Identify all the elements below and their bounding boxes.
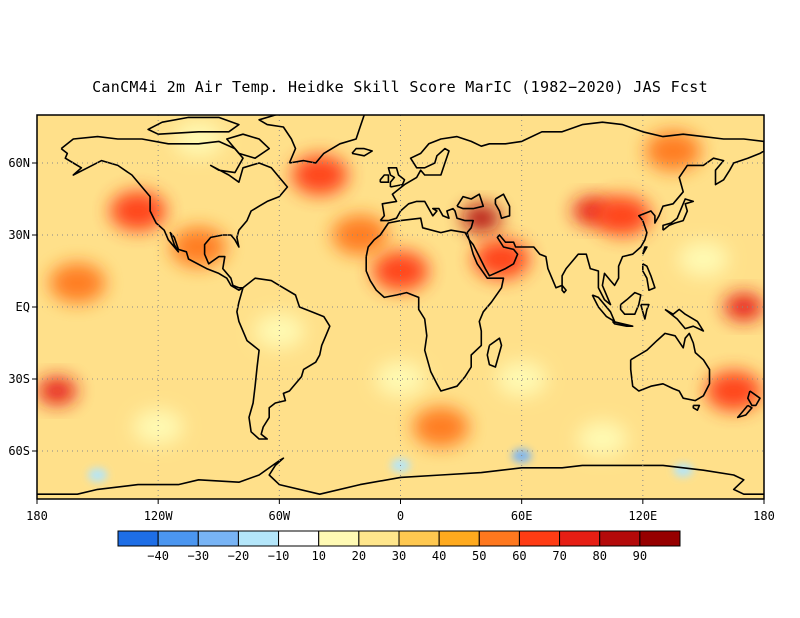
colorbar-swatch [559, 530, 601, 547]
x-tick-label: 120E [628, 509, 657, 523]
colorbar-swatch [438, 530, 480, 547]
coastline-segment [692, 404, 701, 411]
high-skill-region [37, 377, 77, 405]
coastline-segment [736, 404, 753, 419]
coastline-segment [662, 198, 695, 231]
graticule [37, 115, 764, 499]
colorbar-swatch [197, 530, 239, 547]
colorbar-swatch [358, 530, 400, 547]
low-skill-region [678, 241, 729, 277]
colorbar-label: 70 [552, 549, 566, 563]
coastline-segment [747, 390, 761, 407]
colorbar-swatch [599, 530, 641, 547]
colorbar-swatch [157, 530, 199, 547]
axis-ticks: 180 120W 60W 0 60E 120E 180 60N 30N EQ 30S 60S [8, 156, 775, 523]
x-tick-label: 120W [144, 509, 174, 523]
coastline-segment [642, 246, 648, 255]
colorbar-label: 50 [472, 549, 486, 563]
coastline-segment [258, 115, 365, 164]
colorbar-label: −10 [268, 549, 290, 563]
x-tick-label: 60E [511, 509, 533, 523]
coastline-segment [236, 277, 331, 440]
x-tick-label: 0 [397, 509, 404, 523]
high-skill-region [705, 371, 762, 411]
high-skill-region [473, 239, 530, 279]
colorbar-label: −30 [187, 549, 209, 563]
y-tick-label: 60N [8, 156, 30, 170]
colorbar-swatch [237, 530, 280, 547]
colorbar-swatch [639, 530, 681, 547]
high-skill-region [724, 293, 764, 321]
high-skill-region [291, 155, 348, 195]
high-skill-region [412, 407, 469, 447]
colorbar-swatch [278, 530, 320, 547]
y-tick-label: EQ [16, 300, 30, 314]
high-skill-region [109, 191, 166, 231]
coastline-segment [379, 174, 390, 183]
coastline-segment [619, 291, 642, 315]
x-tick-label: 180 [26, 509, 48, 523]
colorbar-swatch [117, 530, 159, 547]
coastline-segment [642, 263, 656, 291]
colorbar-label: 30 [392, 549, 406, 563]
colorbar-label: −40 [147, 549, 169, 563]
coastline-segment [387, 167, 406, 188]
x-tick-label: 180 [753, 509, 775, 523]
low-skill-region [375, 361, 426, 397]
colorbar-label: 90 [633, 549, 647, 563]
high-skill-region [594, 195, 651, 236]
low-skill-region [173, 121, 224, 157]
coastline-segment [60, 135, 289, 291]
coastline-segment [486, 337, 503, 368]
y-tick-label: 60S [8, 444, 30, 458]
coastline-segment [494, 193, 511, 219]
y-tick-label: 30S [8, 372, 30, 386]
coastline-segment [629, 332, 711, 402]
coastline-segment [147, 116, 240, 135]
coastline-segment [351, 147, 373, 157]
coastline-segment [365, 217, 505, 392]
colorbar-label: 80 [592, 549, 606, 563]
coastline-segment [611, 320, 634, 327]
map-title: CanCM4i 2m Air Temp. Heidke Skill Score … [92, 78, 708, 96]
colorbar-label: 10 [311, 549, 325, 563]
coastline-segment [37, 457, 764, 495]
colorbar-label: 40 [432, 549, 446, 563]
low-skill-region [496, 361, 547, 397]
colorbar-label: 60 [512, 549, 526, 563]
colorbar-swatch [518, 530, 561, 547]
colorbar-swatch [478, 530, 520, 547]
colorbar-label: −20 [228, 549, 250, 563]
low-skill-region [577, 421, 628, 457]
high-skill-region [332, 215, 389, 255]
high-skill-region [645, 131, 702, 171]
colorbar-swatch [398, 530, 440, 547]
coastline-segment [561, 284, 567, 294]
coastline-segment [226, 133, 270, 159]
colorbar-label: 20 [352, 549, 366, 563]
low-skill-region [132, 409, 184, 445]
coastline-segment [664, 308, 705, 332]
colorbar-swatch [318, 530, 360, 547]
coastline-segment [456, 193, 485, 210]
high-skill-region [49, 263, 106, 303]
y-tick-label: 30N [8, 228, 30, 242]
x-tick-label: 60W [268, 509, 290, 523]
skill-field [37, 121, 764, 482]
negative-skill-region [87, 468, 108, 482]
